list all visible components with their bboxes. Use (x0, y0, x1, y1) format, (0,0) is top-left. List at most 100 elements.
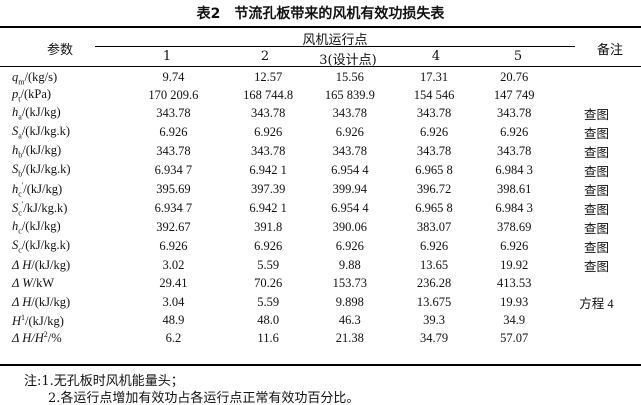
table-row: qm/(kg/s) 9.74 12.57 15.56 17.31 20.76 (0, 69, 641, 87)
cell-value: 6.926 (254, 125, 283, 140)
cell-value: 6.965 8 (415, 163, 453, 178)
cell-value: 19.93 (500, 294, 529, 309)
cell-remark: 查图 (583, 260, 609, 275)
table-row: Δ H/H2/% 6.2 11.6 21.38 34.79 57.07 (0, 329, 641, 347)
subscript: a (18, 131, 22, 141)
cell-value: 397.39 (250, 182, 286, 197)
cell-value: 6.926 (159, 125, 188, 140)
row-label: Δ H/H2/% (0, 329, 119, 347)
cell-remark (552, 329, 641, 347)
cell-value: 6.965 8 (415, 201, 453, 216)
cell-value: 399.94 (332, 182, 368, 197)
row-label: Sc'/kJ/kg.k) (0, 199, 119, 218)
cell-value: 6.942 1 (249, 163, 287, 178)
cell-value: 165 839.9 (324, 87, 375, 102)
superscript: ' (21, 180, 24, 190)
unit: /(kJ/kg) (21, 105, 61, 120)
symbol: p (12, 87, 19, 102)
cell-value: 12.57 (254, 70, 283, 85)
cell-value: 392.67 (156, 220, 191, 235)
unit: /(kJ/kg) (22, 143, 62, 158)
cell-value: 343.78 (416, 144, 452, 159)
subscript: b (18, 169, 23, 179)
subscript: c (18, 208, 22, 218)
cell-value: 343.78 (332, 106, 368, 121)
cell-value: 46.3 (338, 313, 361, 328)
symbol: S (12, 201, 19, 216)
cell-value: 6.926 (419, 125, 449, 140)
cell-value: 6.934 7 (154, 163, 193, 178)
header-point-2: 2 (260, 49, 270, 64)
row-label: ha/(kJ/kg) (0, 104, 119, 123)
cell-value: 170 209.6 (148, 87, 199, 102)
unit: /kW (32, 276, 55, 291)
cell-value: 57.07 (500, 330, 529, 345)
row-label: Sc/(kJ/kg.k) (0, 237, 119, 256)
cell-value: 21.38 (335, 330, 364, 345)
data-table: qm/(kg/s) 9.74 12.57 15.56 17.31 20.76 pt/(kPa… (0, 69, 641, 347)
unit: /(kJ/kg) (21, 219, 61, 234)
row-label: hc/(kJ/kg) (0, 218, 119, 237)
cell-value: 48.0 (257, 313, 280, 328)
unit: /(kJ/kg) (31, 258, 71, 273)
cell-value: 153.73 (332, 276, 368, 291)
header-group: 风机运行点 (302, 33, 368, 48)
cell-remark: 查图 (583, 165, 609, 180)
unit: /% (47, 331, 62, 346)
symbol: q (12, 69, 19, 84)
cell-value: 34.9 (503, 313, 526, 328)
cell-value: 6.926 (254, 239, 283, 254)
cell-value: 34.79 (419, 330, 449, 345)
header-rule (0, 66, 641, 67)
subscript: b (18, 150, 23, 160)
cell-value: 6.954 4 (331, 163, 369, 178)
cell-value: 13.65 (419, 258, 449, 273)
unit: /(kJ/kg.k) (21, 238, 71, 253)
symbol: h (12, 143, 19, 158)
cell-remark (552, 87, 641, 105)
row-label: hb/(kJ/kg) (0, 142, 119, 161)
subscript: a (18, 112, 22, 122)
cell-value: 378.69 (496, 220, 532, 235)
cell-value: 6.926 (500, 239, 529, 254)
cell-remark: 查图 (583, 222, 609, 237)
cell-remark (552, 69, 641, 87)
table-row: hc'/(kJ/kg) 395.69 397.39 399.94 396.72 398.6… (0, 180, 641, 199)
cell-value: 391.8 (254, 220, 283, 235)
cell-value: 19.92 (500, 258, 529, 273)
symbol: Δ H (12, 294, 32, 309)
table-row: Sc'/kJ/kg.k) 6.934 7 6.942 1 6.954 4 6.965 8… (0, 199, 641, 218)
cell-value: 343.78 (496, 106, 532, 121)
header-point-1: 1 (162, 49, 172, 64)
cell-remark: 查图 (583, 127, 609, 142)
unit: /kJ/kg.k) (23, 201, 68, 216)
cell-value: 6.2 (165, 330, 182, 345)
header-point-4: 4 (431, 49, 441, 64)
subscript: m (18, 77, 25, 87)
row-label: H1/(kJ/kg) (0, 312, 119, 330)
cell-remark: 查图 (583, 203, 609, 218)
table-row: ha/(kJ/kg) 343.78 343.78 343.78 343.78 343.78… (0, 104, 641, 123)
cell-value: 343.78 (250, 144, 286, 159)
cell-value: 6.926 (159, 239, 188, 254)
cell-value: 48.9 (162, 313, 185, 328)
cell-remark: 查图 (583, 108, 609, 123)
symbol: Δ H/H (12, 331, 44, 346)
header-param: 参数 (46, 43, 73, 58)
cell-value: 6.926 (335, 125, 364, 140)
cell-remark: 查图 (583, 241, 609, 256)
cell-remark: 方程 4 (579, 296, 614, 311)
header-remark: 备注 (596, 43, 623, 58)
superscript: ' (21, 199, 24, 209)
subscript: c (18, 226, 22, 236)
cell-remark (552, 275, 641, 293)
cell-value: 3.04 (162, 294, 185, 309)
table-row: pt/(kPa) 170 209.6 168 744.8 165 839.9 154 5… (0, 87, 641, 105)
cell-value: 236.28 (416, 276, 452, 291)
symbol: Δ W (12, 276, 33, 291)
superscript: 2 (43, 330, 48, 340)
table-row: Sb/(kJ/kg.k) 6.934 7 6.942 1 6.954 4 6.965 8… (0, 161, 641, 180)
cell-value: 6.926 (335, 239, 364, 254)
table-row: hc/(kJ/kg) 392.67 391.8 390.06 383.07 378.69 查… (0, 218, 641, 237)
